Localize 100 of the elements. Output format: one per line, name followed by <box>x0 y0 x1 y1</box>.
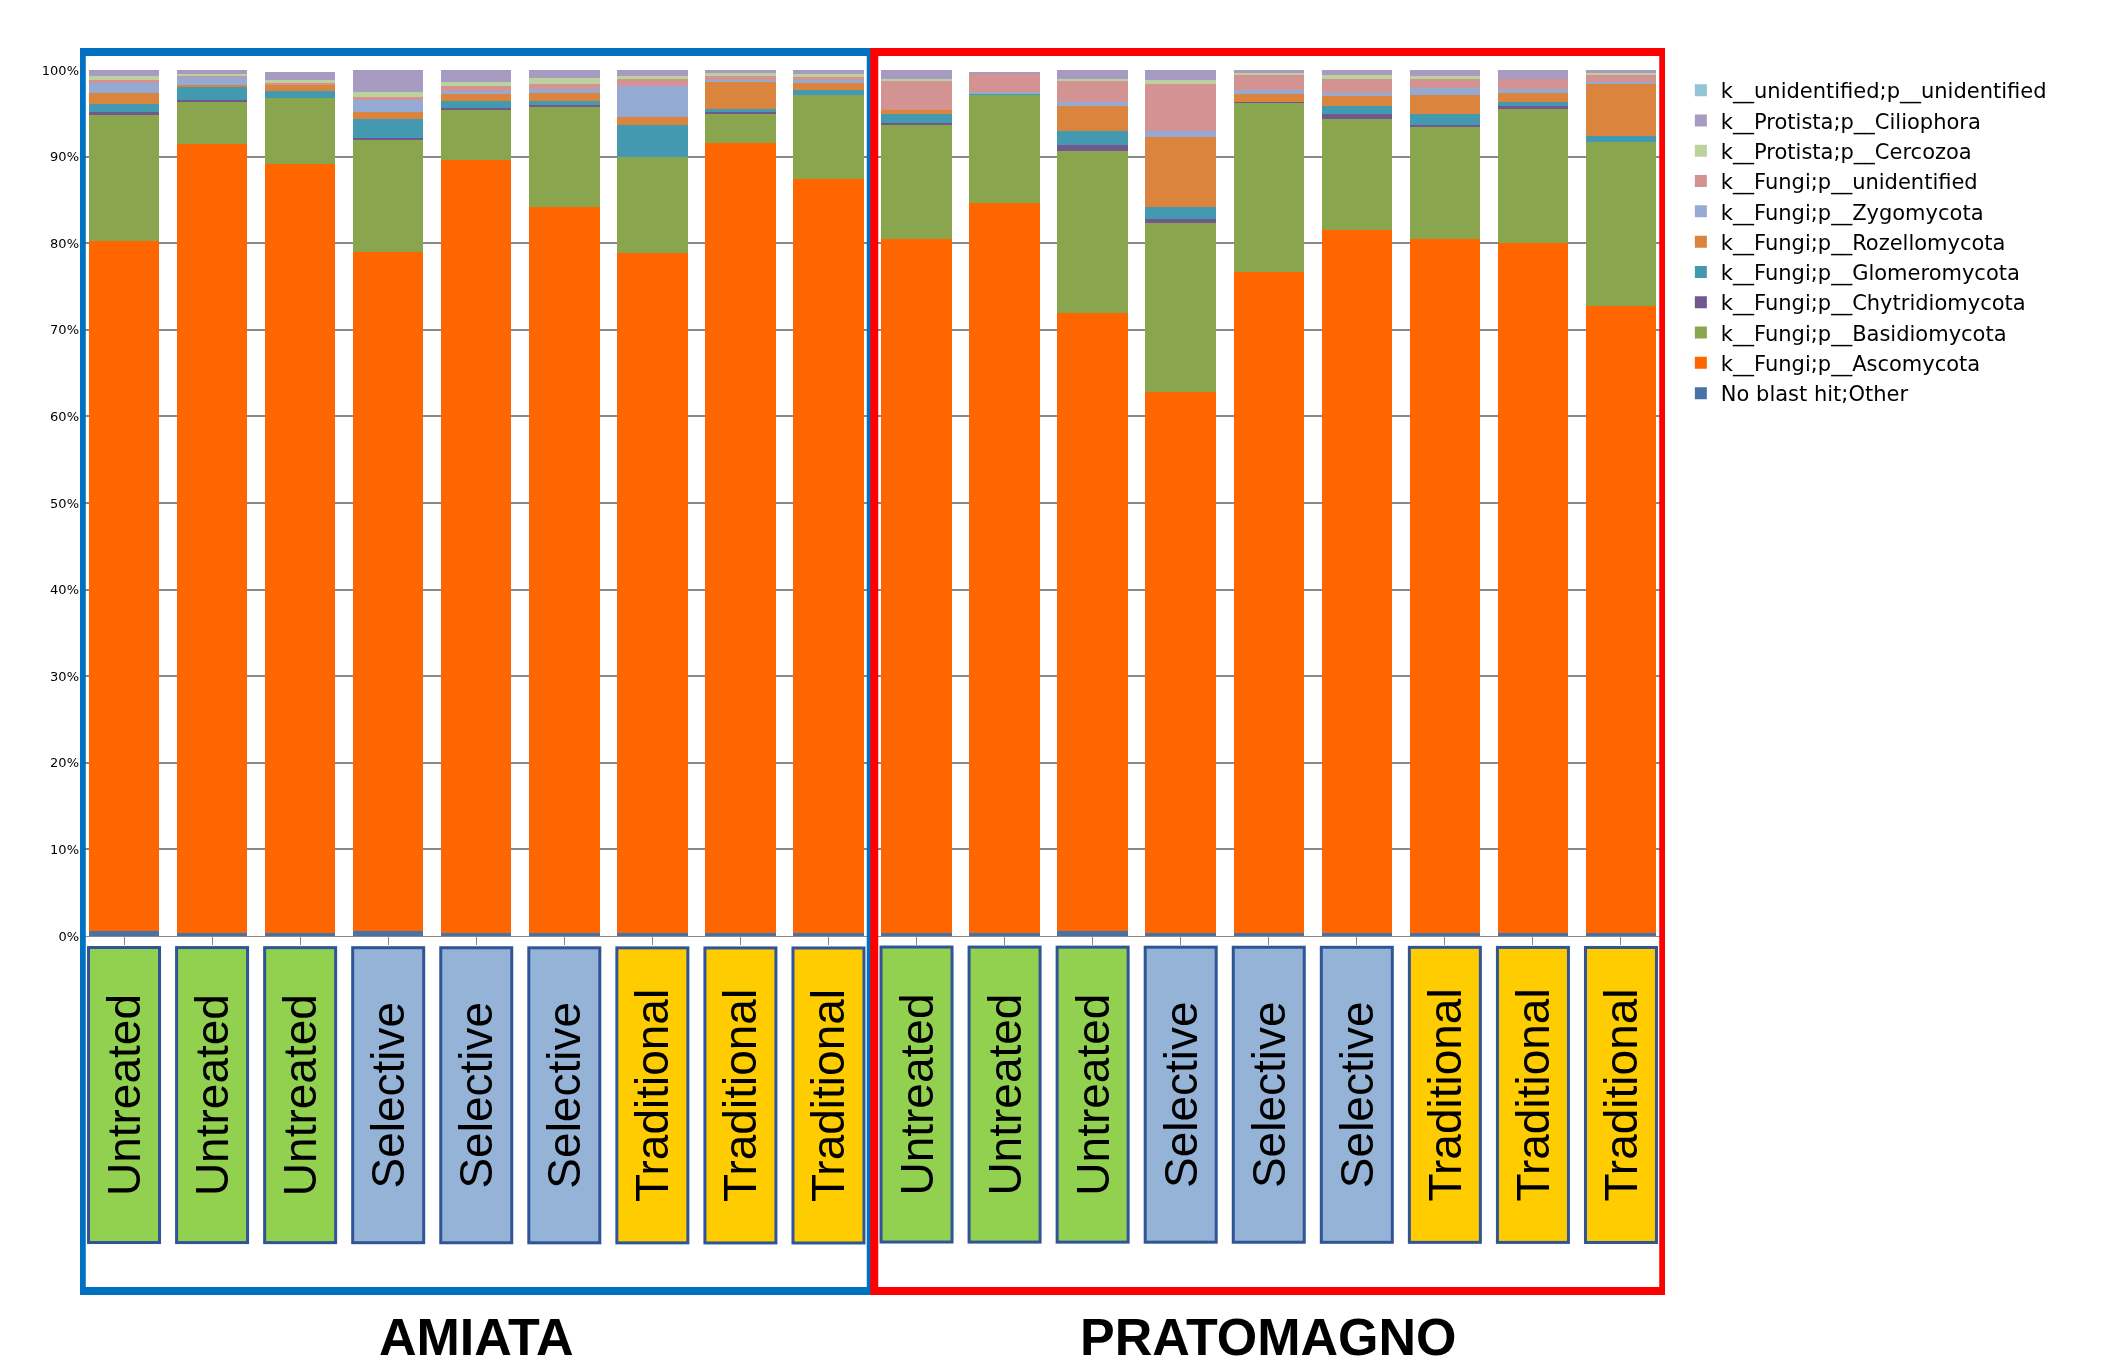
x-tick-label: Traditional <box>802 988 855 1203</box>
bar <box>1057 80 1128 103</box>
bar <box>793 74 864 77</box>
bar <box>176 101 248 145</box>
bar <box>617 116 688 125</box>
x-tick-label: Untreated <box>890 993 943 1196</box>
bar <box>1145 80 1216 84</box>
bar <box>352 139 424 252</box>
y-tick-label: 50% <box>50 495 79 511</box>
bar <box>793 95 864 180</box>
bar <box>88 80 160 83</box>
legend-label: No blast hit;Other <box>1720 382 1909 407</box>
bar <box>793 70 864 75</box>
bar <box>1145 136 1216 207</box>
bar <box>1409 88 1481 96</box>
bar <box>617 156 688 253</box>
bar <box>88 103 160 113</box>
bar <box>617 124 688 157</box>
bar <box>1497 70 1569 79</box>
x-tick-label: Untreated <box>1066 993 1119 1196</box>
bar <box>1409 114 1481 125</box>
bar <box>1321 93 1393 96</box>
bar <box>176 70 248 75</box>
bar <box>881 70 952 79</box>
x-tick-label: Untreated <box>186 994 239 1197</box>
bar <box>529 93 600 102</box>
legend-label: k__Protista;p__Cercozoa <box>1720 139 1972 165</box>
x-tick-label: Untreated <box>978 993 1031 1196</box>
bar <box>1145 130 1216 137</box>
legend-label: k__Fungi;p__Glomeromycota <box>1720 261 2020 287</box>
bar <box>969 73 1040 92</box>
bar <box>264 71 336 81</box>
bar <box>352 70 424 92</box>
bar <box>1321 933 1393 936</box>
x-tick-label: Selective <box>450 1001 503 1189</box>
bar <box>1497 933 1569 936</box>
bar <box>88 92 160 104</box>
bar <box>617 933 688 936</box>
y-tick-label: 100% <box>41 62 79 78</box>
bar <box>881 109 952 115</box>
legend-label: k__Fungi;p__unidentified <box>1720 170 1978 196</box>
bar <box>1585 933 1657 936</box>
bar <box>705 113 776 143</box>
bar <box>1233 74 1304 90</box>
bar <box>264 164 336 934</box>
bar <box>1145 70 1216 81</box>
bar <box>1057 130 1128 146</box>
bar <box>441 160 512 933</box>
bar <box>441 70 512 83</box>
bar <box>881 122 952 125</box>
bar <box>352 930 424 936</box>
bar <box>1145 218 1216 224</box>
bar <box>881 81 952 110</box>
legend-label: k__Fungi;p__Rozellomycota <box>1720 230 2006 256</box>
bar <box>1321 106 1393 115</box>
x-tick-label: Untreated <box>98 994 151 1197</box>
bar <box>352 100 424 112</box>
legend-label: k__Protista;p__Ciliophora <box>1720 109 1981 135</box>
text: AMIATA <box>379 1308 574 1356</box>
legend-label: k__Fungi;p__Ascomycota <box>1720 352 1981 378</box>
x-tick-label: Selective <box>538 1001 591 1189</box>
bar <box>1409 126 1481 239</box>
bar <box>617 252 688 934</box>
bar <box>88 114 160 242</box>
bar <box>264 97 336 165</box>
bar <box>1057 930 1128 936</box>
y-tick-label: 40% <box>50 582 79 598</box>
bar <box>793 179 864 934</box>
bar <box>969 933 1040 936</box>
y-tick-label: 0% <box>58 928 79 944</box>
bar <box>1145 223 1216 393</box>
bar <box>1057 102 1128 107</box>
bar <box>441 101 512 109</box>
bar <box>617 76 688 79</box>
bar <box>264 90 336 98</box>
y-tick-label: 90% <box>50 149 79 165</box>
bar <box>1321 70 1393 76</box>
bar <box>1057 313 1128 931</box>
bar <box>881 238 952 934</box>
bar <box>705 933 776 936</box>
bar <box>176 933 248 936</box>
y-tick-label: 70% <box>50 322 79 338</box>
bar <box>1321 118 1393 231</box>
x-tick-label: Untreated <box>274 994 327 1197</box>
bar <box>1497 108 1569 244</box>
y-tick-label: 60% <box>50 408 79 424</box>
bar <box>1057 70 1128 79</box>
bar <box>88 112 160 115</box>
bar <box>1409 78 1481 89</box>
bar <box>176 87 248 101</box>
bar <box>352 111 424 119</box>
legend-label: k__Fungi;p__Zygomycota <box>1720 200 1984 226</box>
bar <box>1409 238 1481 933</box>
bar <box>441 85 512 91</box>
bar <box>441 94 512 102</box>
x-tick-label: Traditional <box>626 988 679 1202</box>
bar <box>529 70 600 78</box>
bar <box>176 144 248 934</box>
bar <box>969 94 1040 203</box>
bar <box>1233 102 1304 272</box>
